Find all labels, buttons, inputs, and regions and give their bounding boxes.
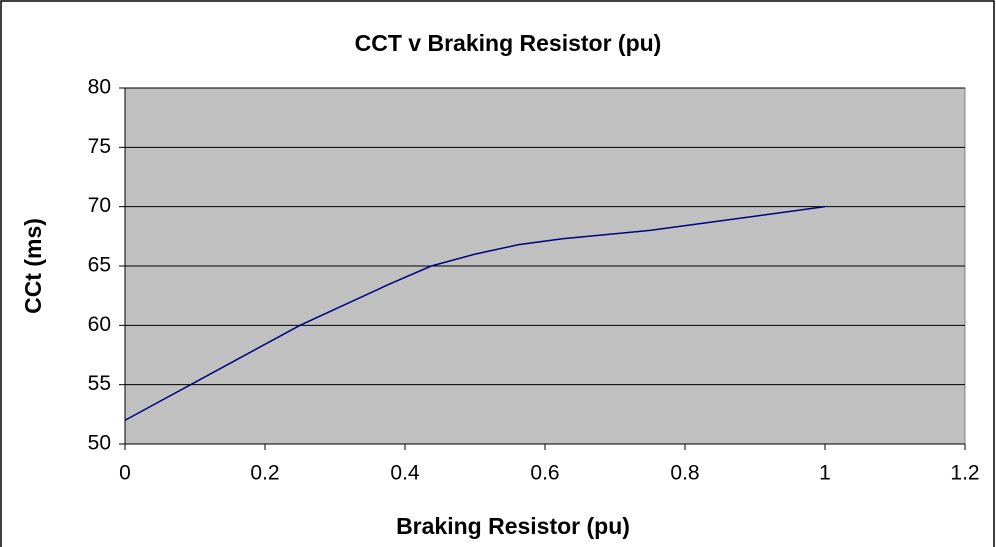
x-tick-label: 1.2 bbox=[950, 462, 979, 485]
y-tick-label: 55 bbox=[88, 372, 111, 395]
x-tick-label: 0.8 bbox=[670, 462, 699, 485]
x-tick-label: 0.6 bbox=[530, 462, 559, 485]
x-axis-label: Braking Resistor (pu) bbox=[396, 513, 630, 539]
y-tick-label: 60 bbox=[88, 313, 111, 336]
chart-title: CCT v Braking Resistor (pu) bbox=[355, 30, 662, 56]
y-tick-label: 50 bbox=[88, 432, 111, 455]
x-tick-label: 1 bbox=[819, 462, 831, 485]
y-tick-label: 80 bbox=[88, 76, 111, 99]
y-tick-label: 70 bbox=[88, 194, 111, 217]
y-tick-label: 75 bbox=[88, 135, 111, 158]
x-tick-label: 0.2 bbox=[250, 462, 279, 485]
y-axis-label: CCt (ms) bbox=[20, 218, 46, 314]
x-tick-label: 0.4 bbox=[390, 462, 420, 485]
x-tick-label: 0 bbox=[119, 462, 131, 485]
data-line bbox=[124, 205, 826, 421]
y-tick-label: 65 bbox=[88, 254, 111, 277]
